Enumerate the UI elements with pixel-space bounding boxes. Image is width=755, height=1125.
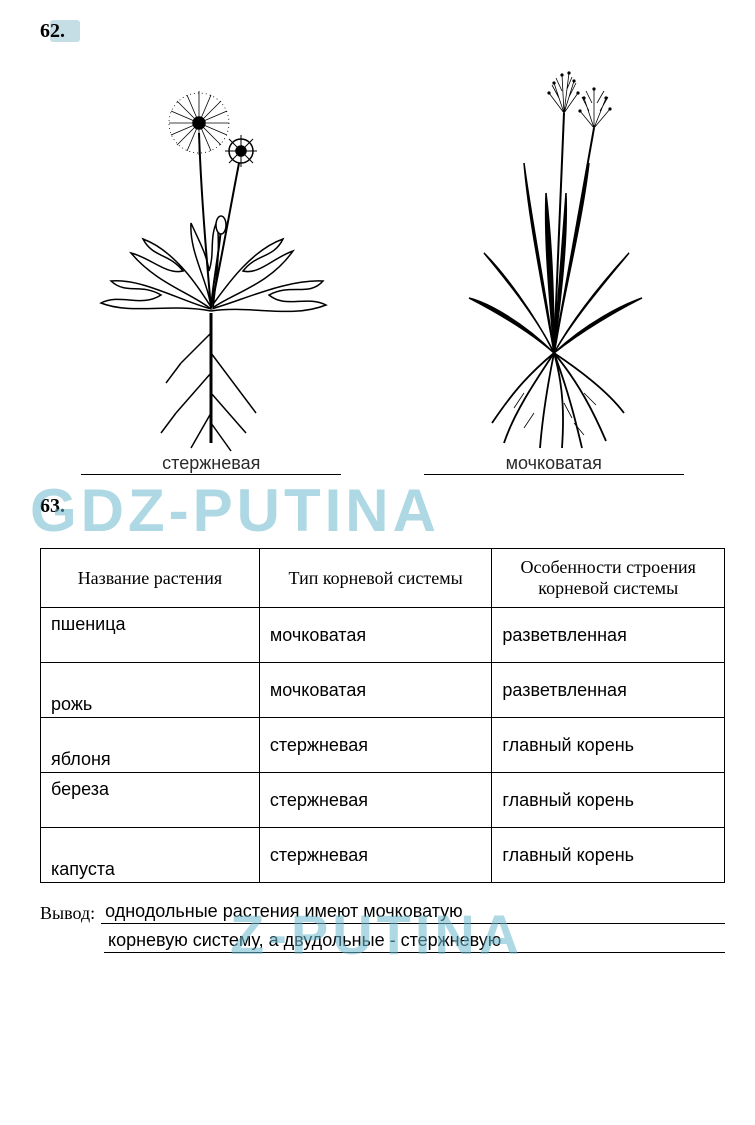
root-systems-table: Название растения Тип корневой системы О… <box>40 548 725 883</box>
cell-type: стержневая <box>259 828 492 883</box>
conclusion-line-1: однодольные растения имеют мочковатую <box>101 901 725 924</box>
cell-feat: разветвленная <box>492 663 725 718</box>
figure-right-col: мочковатая <box>383 53 726 475</box>
table-row: рожь мочковатая разветвленная <box>41 663 725 718</box>
exercise-62-number: 62. <box>40 20 725 43</box>
cell-type: стержневая <box>259 718 492 773</box>
cell-feat: главный корень <box>492 718 725 773</box>
conclusion-label: Вывод: <box>40 903 101 924</box>
figure-left-col: стержневая <box>40 53 383 475</box>
cell-plant: рожь <box>41 663 260 718</box>
cell-feat: разветвленная <box>492 608 725 663</box>
col-root-features: Особенности строения корневой системы <box>492 549 725 608</box>
cell-feat: главный корень <box>492 828 725 883</box>
conclusion-line-2: корневую систему, а двудольные - стержне… <box>104 930 725 953</box>
conclusion-block: Вывод: однодольные растения имеют мочков… <box>40 901 725 953</box>
left-root-label: стержневая <box>156 453 266 474</box>
cell-type: мочковатая <box>259 663 492 718</box>
left-label-line: стержневая <box>81 453 341 475</box>
table-row: пшеница мочковатая разветвленная <box>41 608 725 663</box>
col-root-type: Тип корневой системы <box>259 549 492 608</box>
cell-type: мочковатая <box>259 608 492 663</box>
dandelion-plant-icon <box>71 53 351 453</box>
cell-plant: береза <box>41 773 260 828</box>
cell-type: стержневая <box>259 773 492 828</box>
table-row: береза стержневая главный корень <box>41 773 725 828</box>
exercise-63-number: 63. <box>40 495 725 518</box>
right-label-line: мочковатая <box>424 453 684 475</box>
table-row: яблоня стержневая главный корень <box>41 718 725 773</box>
cell-feat: главный корень <box>492 773 725 828</box>
cell-plant: яблоня <box>41 718 260 773</box>
col-plant-name: Название растения <box>41 549 260 608</box>
table-row: капуста стержневая главный корень <box>41 828 725 883</box>
table-header-row: Название растения Тип корневой системы О… <box>41 549 725 608</box>
figure-row: стержневая <box>40 53 725 475</box>
right-root-label: мочковатая <box>500 453 608 474</box>
cell-plant: пшеница <box>41 608 260 663</box>
cell-plant: капуста <box>41 828 260 883</box>
grass-plant-icon <box>414 53 694 453</box>
